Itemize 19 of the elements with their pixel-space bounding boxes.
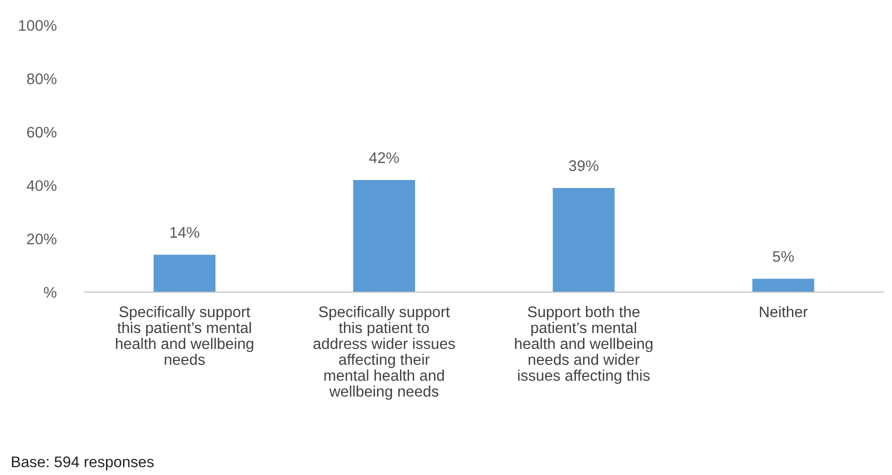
y-tick-label: 60% — [27, 126, 56, 138]
y-tick-label: 80% — [27, 73, 56, 84]
x-tick-label: Specifically support this patient’s mental health and wellbeing needs — [116, 306, 254, 365]
y-tick-label: 20% — [27, 234, 56, 244]
bar — [154, 254, 216, 292]
text: Base: 594 responses — [12, 456, 154, 470]
y-tick-label: % — [44, 287, 56, 298]
bar — [353, 180, 416, 292]
bar — [752, 278, 814, 292]
y-tick-label: 100% — [19, 20, 56, 31]
data-label: 14% — [170, 227, 200, 238]
x-tick-label: Neither — [760, 306, 808, 318]
y-tick-label: 40% — [26, 180, 56, 192]
x-tick-label: Specifically support this patient to address wider issues affecting their mental health and wellbeing needs — [313, 306, 455, 400]
data-label: 5% — [772, 251, 794, 262]
data-label: 42% — [369, 152, 399, 164]
x-tick-label: Support both the patient’s mental health and wellbeing needs and wider issues affecting this — [515, 306, 652, 384]
data-label: 39% — [568, 160, 598, 172]
bar — [552, 188, 615, 292]
